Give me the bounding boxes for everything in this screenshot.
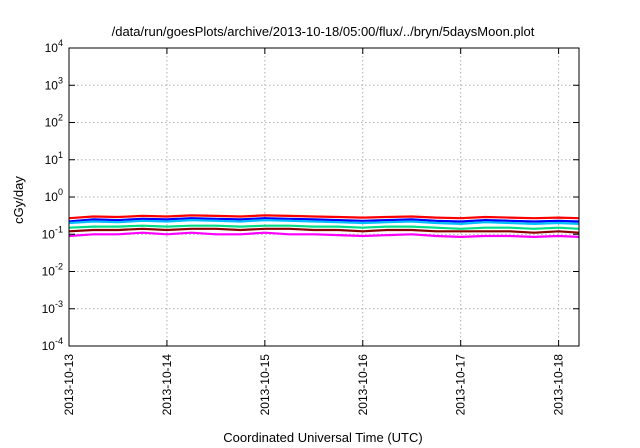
y-tick-base: 10	[45, 41, 59, 55]
y-tick-base: 10	[45, 78, 59, 92]
y-tick-label: 101	[45, 150, 63, 167]
series-layer	[68, 214, 580, 238]
y-tick-exponent: -4	[55, 336, 63, 346]
series-line-6	[68, 231, 580, 238]
y-tick-label: 102	[45, 113, 63, 130]
y-tick-label: 100	[45, 187, 63, 204]
x-tick-label: 2013-10-18	[552, 354, 566, 416]
y-tick-base: 10	[42, 339, 56, 353]
y-tick-base: 10	[42, 265, 56, 279]
series-line-1	[68, 214, 580, 220]
series-line-2	[68, 217, 580, 223]
y-tick-label: 103	[45, 75, 63, 92]
y-tick-base: 10	[45, 116, 59, 130]
y-tick-exponent: 2	[58, 113, 63, 123]
y-tick-exponent: 0	[58, 187, 63, 197]
x-axis-label: Coordinated Universal Time (UTC)	[223, 430, 422, 445]
y-tick-label: 10-3	[42, 299, 63, 316]
y-tick-label: 10-1	[42, 224, 63, 241]
y-tick-label: 10-2	[42, 262, 63, 279]
y-tick-exponent: -2	[55, 262, 63, 272]
y-tick-base: 10	[45, 153, 59, 167]
chart-title: /data/run/goesPlots/archive/2013-10-18/0…	[112, 24, 535, 39]
series-line-3	[68, 219, 580, 225]
y-tick-exponent: -3	[55, 299, 63, 309]
y-tick-exponent: 3	[58, 75, 63, 85]
y-tick-exponent: 1	[58, 150, 63, 160]
series-line-5	[68, 227, 580, 234]
x-tick-label: 2013-10-13	[62, 354, 76, 416]
y-tick-base: 10	[42, 302, 56, 316]
y-tick-label: 10-4	[42, 336, 63, 353]
y-tick-label: 104	[45, 38, 63, 55]
y-tick-base: 10	[45, 190, 59, 204]
grid	[68, 48, 579, 346]
x-tick-label: 2013-10-15	[258, 354, 272, 416]
y-tick-exponent: 4	[58, 38, 63, 48]
y-tick-base: 10	[42, 227, 56, 241]
y-axis-label: cGy/day	[11, 176, 26, 224]
series-line-4	[68, 224, 580, 230]
x-axis: 2013-10-13 2013-10-14 2013-10-15 2013-10-16…	[62, 48, 566, 415]
x-tick-label: 2013-10-16	[356, 354, 370, 416]
x-tick-label: 2013-10-17	[454, 354, 468, 416]
x-tick-label: 2013-10-14	[160, 354, 174, 416]
y-tick-exponent: -1	[55, 224, 63, 234]
